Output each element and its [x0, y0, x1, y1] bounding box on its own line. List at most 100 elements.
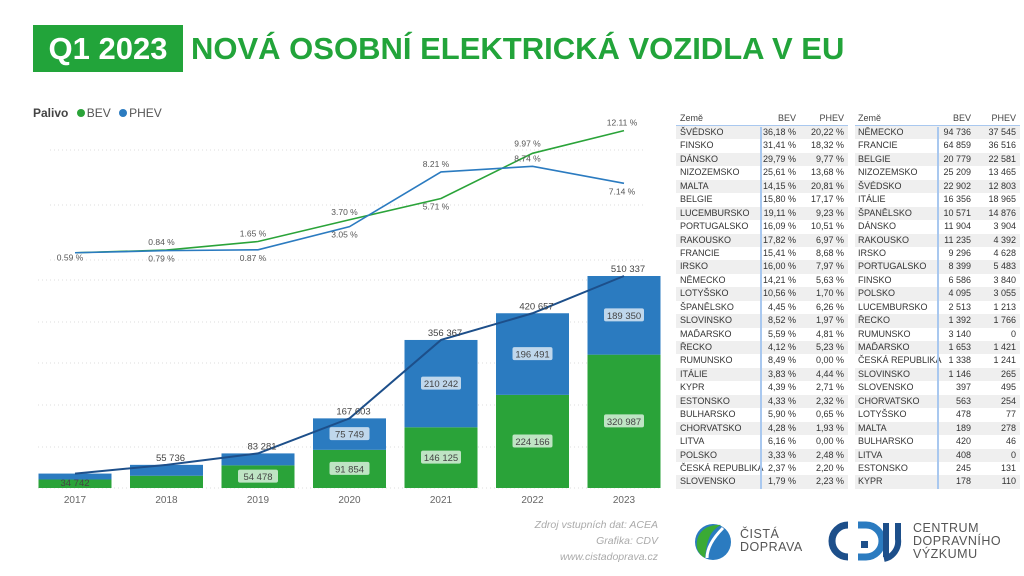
table-cell: 278 [1000, 422, 1016, 433]
table-cell: 254 [1000, 395, 1016, 406]
total-line [74, 275, 625, 475]
table-cell: 131 [1000, 462, 1016, 473]
table-cell: 4,44 % [815, 368, 844, 379]
table-cell: 420 [955, 436, 971, 447]
table-header: Země BEV PHEV [676, 110, 848, 126]
share-label: 0.87 % [240, 253, 267, 263]
table-cell: 1,70 % [815, 288, 844, 299]
cdv-logo-text: CENTRUM DOPRAVNÍHO VÝZKUMU [913, 521, 1002, 561]
table-cell: 408 [955, 449, 971, 460]
table-cell: 5 483 [993, 261, 1016, 272]
table-cell: MAĎARSKO [680, 328, 732, 339]
table-cell: MALTA [858, 422, 887, 433]
table-cell: 11 904 [944, 221, 971, 232]
table-cell: SLOVENSKO [680, 476, 736, 487]
table-row: RUMUNSKO 3 140 0 [855, 328, 1020, 341]
table-cell: 94 736 [943, 127, 971, 137]
table-cell: ESTONSKO [858, 462, 908, 473]
data-label: 189 350 [607, 311, 641, 322]
table-cell: 2,71 % [815, 382, 844, 393]
data-label-bg [238, 469, 278, 483]
table-row: MALTA 14,15 % 20,81 % [676, 179, 848, 194]
phev-share-line [74, 165, 625, 254]
table-row: DÁNSKO 29,79 % 9,77 % [676, 152, 848, 167]
share-label: 3.05 % [331, 230, 358, 240]
data-label-bg [421, 376, 461, 390]
data-label-bg [512, 434, 553, 448]
table-cell: LOTYŠSKO [858, 409, 907, 420]
table-cell: 25 209 [943, 167, 971, 178]
table-cell: 16,00 % [762, 261, 796, 272]
cista-doprava-logo-text: ČISTÁ DOPRAVA [740, 527, 803, 554]
data-label: 196 491 [515, 350, 549, 361]
table-row: RUMUNSKO 8,49 % 0,00 % [676, 354, 848, 367]
bar-phev [38, 473, 112, 480]
total-label: 83 281 [247, 441, 276, 452]
table-cell: ŠPANĚLSKO [858, 207, 912, 218]
table-row: MAĎARSKO 5,59 % 4,81 % [676, 328, 848, 341]
table-cell: 0,00 % [815, 355, 844, 366]
table-cell: 16,09 % [762, 221, 796, 232]
table-cell: FRANCIE [680, 247, 720, 258]
website-link[interactable]: www.cistadoprava.cz [559, 551, 658, 563]
legend-bev: BEV [86, 106, 111, 120]
table-row: IRSKO 9 296 4 628 [855, 247, 1020, 260]
column-header: BEV [777, 113, 796, 123]
table-cell: 4 095 [948, 288, 971, 299]
share-table: Země BEV PHEV ŠVÉDSKO 36,18 % 20,22 % FINSKO 31… [676, 110, 848, 489]
table-cell: 495 [1000, 382, 1016, 393]
table-cell: 10 571 [943, 207, 971, 218]
table-cell: 18,32 % [810, 140, 844, 151]
table-cell: ŠVÉDSKO [680, 127, 724, 137]
table-row: SLOVENSKO 397 495 [855, 381, 1020, 394]
table-cell: 478 [955, 409, 971, 420]
table-cell: 17,17 % [810, 194, 844, 205]
table-cell: 4,45 % [767, 301, 796, 312]
cista-doprava-logo-icon [695, 524, 731, 560]
table-cell: 1 338 [948, 355, 971, 366]
table-row: ITÁLIE 16 356 18 965 [855, 193, 1020, 206]
x-tick-label: 2020 [338, 495, 361, 506]
table-row: BULHARSKO 5,90 % 0,65 % [676, 408, 848, 421]
table-cell: 1 213 [993, 301, 1016, 312]
table-cell: ČESKÁ REPUBLIKA [680, 462, 764, 473]
source-text: Zdroj vstupních dat: ACEA [534, 519, 658, 531]
table-cell: 14,15 % [762, 180, 796, 191]
table-cell: 0,65 % [815, 409, 844, 420]
table-cell: 8,49 % [767, 355, 796, 366]
total-label: 420 657 [519, 301, 553, 312]
table-row: ŠPANĚLSKO 4,45 % 6,26 % [676, 301, 848, 314]
table-row: LITVA 6,16 % 0,00 % [676, 435, 848, 448]
total-label: 34 742 [60, 478, 89, 489]
table-cell: 14 876 [988, 207, 1016, 218]
table-row: FRANCIE 15,41 % 8,68 % [676, 247, 848, 260]
share-label: 1.65 % [240, 229, 267, 239]
table-row: NĚMECKO 14,21 % 5,63 % [676, 274, 848, 287]
share-label: 5.71 % [423, 201, 450, 211]
total-label: 55 736 [156, 453, 185, 464]
table-cell: NĚMECKO [858, 127, 904, 137]
table-row: FINSKO 6 586 3 840 [855, 274, 1020, 287]
table-cell: RUMUNSKO [858, 328, 911, 339]
table-cell: 18 965 [988, 194, 1016, 205]
bar-phev [221, 453, 295, 466]
table-cell: ITÁLIE [680, 368, 708, 379]
table-row: FRANCIE 64 859 36 516 [855, 139, 1020, 152]
total-label: 167 603 [336, 406, 370, 417]
table-cell: 2,37 % [767, 462, 796, 473]
table-cell: 25,61 % [762, 167, 796, 178]
table-cell: 1,79 % [767, 476, 796, 487]
table-cell: 3,83 % [767, 368, 796, 379]
share-label: 8.74 % [514, 153, 541, 163]
table-cell: SLOVINSKO [858, 368, 911, 379]
table-cell: 8,68 % [815, 247, 844, 258]
table-cell: NĚMECKO [680, 274, 726, 285]
table-cell: 1 766 [993, 315, 1016, 326]
table-cell: 12 803 [988, 180, 1016, 191]
table-cell: PORTUGALSKO [680, 221, 749, 232]
table-cell: ITÁLIE [858, 194, 886, 205]
table-cell: LUCEMBURSKO [680, 207, 750, 218]
table-cell: 1 392 [948, 315, 971, 326]
table-cell: 8,52 % [767, 315, 796, 326]
table-cell: 22 902 [943, 180, 971, 191]
